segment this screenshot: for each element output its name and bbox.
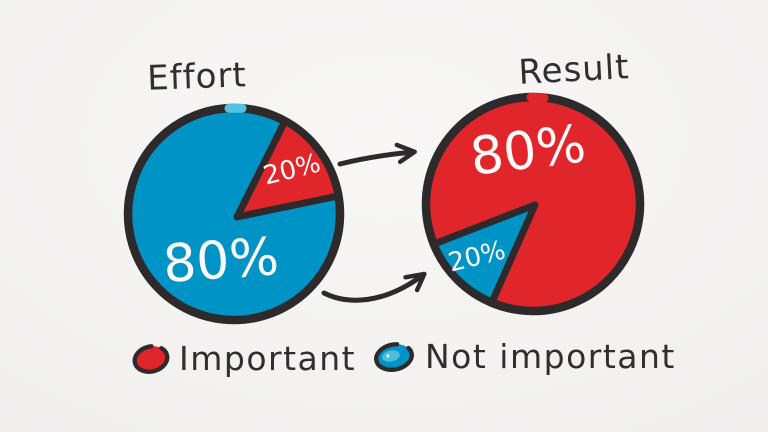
result-pie-not-important-slice (430, 201, 539, 306)
effort-pie (123, 103, 345, 325)
legend-label-not-important: Not important (425, 337, 676, 376)
result-pie (421, 92, 645, 316)
legend-swatch-not-important-icon (374, 341, 414, 372)
arrow-top-icon (337, 142, 417, 167)
legend-swatch-glint (386, 353, 390, 358)
result-pie-title: Result (517, 47, 631, 93)
legend-label-important: Important (179, 339, 357, 378)
result-pie-outline-gap (526, 92, 549, 103)
effort-pie-title: Effort (146, 55, 248, 99)
legend-swatch-highlight (382, 349, 400, 362)
legend-item-important: Important (128, 339, 356, 378)
arrow-bottom-icon (321, 271, 427, 303)
effort-pie-80-label: 80% (161, 227, 281, 295)
legend-item-not-important: Not important (370, 337, 676, 376)
effort-pie-important-slice (233, 117, 342, 221)
legend-swatch-important-icon (132, 343, 170, 374)
